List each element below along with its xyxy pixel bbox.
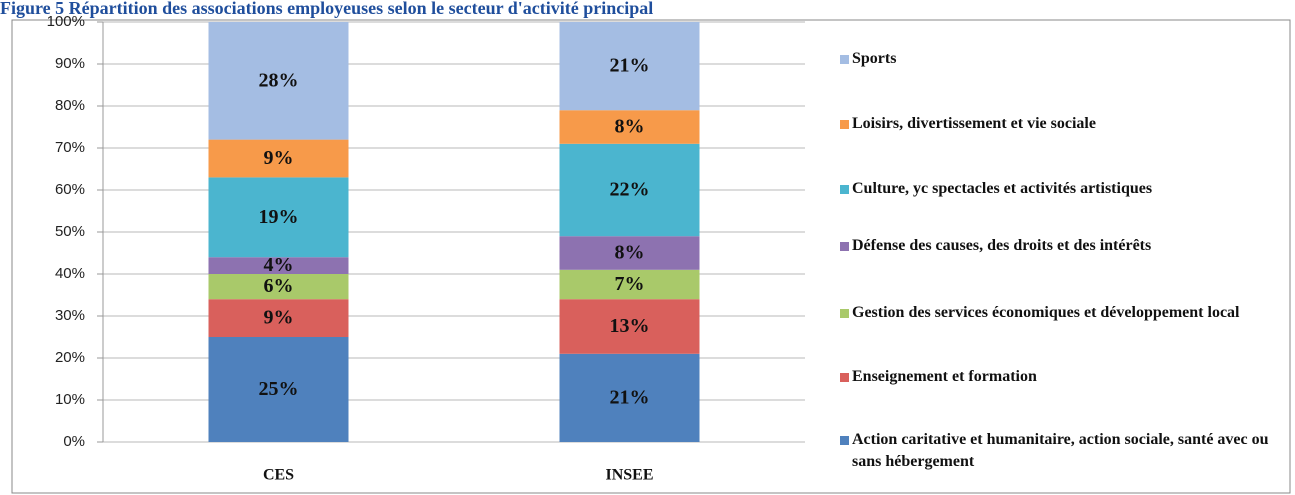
- legend-swatch: [840, 120, 849, 129]
- y-tick-label: 60%: [55, 181, 85, 198]
- data-label: 21%: [610, 55, 650, 77]
- legend-label: Sports: [852, 50, 897, 67]
- x-tick-label: INSEE: [605, 467, 653, 484]
- y-tick-label: 50%: [55, 223, 85, 240]
- data-label: 25%: [259, 378, 299, 400]
- legend-swatch: [840, 436, 849, 445]
- bar-segment: [208, 22, 349, 140]
- legend-label: Gestion des services économiques et déve…: [852, 304, 1240, 321]
- bar-segment: [208, 337, 349, 442]
- y-tick-label: 90%: [55, 55, 85, 72]
- data-label: 8%: [615, 116, 645, 138]
- data-label: 7%: [615, 273, 645, 295]
- bar-segment: [208, 257, 349, 274]
- legend-swatch: [840, 309, 849, 318]
- bar-segment: [559, 236, 700, 270]
- data-label: 19%: [259, 206, 299, 228]
- legend-swatch: [840, 373, 849, 382]
- data-label: 21%: [610, 386, 650, 408]
- y-tick-label: 20%: [55, 349, 85, 366]
- chart-frame: [11, 19, 1291, 494]
- bar-segment: [208, 274, 349, 300]
- legend-label: Culture, yc spectacles et activités arti…: [852, 180, 1153, 197]
- bar-segment: [559, 110, 700, 144]
- chart-title: Figure 5 Répartition des associations em…: [0, 0, 653, 18]
- legend-label: Action caritative et humanitaire, action…: [852, 431, 1269, 470]
- bar-segment: [559, 299, 700, 354]
- y-tick-label: 40%: [55, 265, 85, 282]
- bar-segment: [559, 143, 700, 237]
- y-tick-label: 0%: [63, 433, 85, 450]
- data-label: 28%: [259, 69, 299, 91]
- bar-segment: [208, 177, 349, 258]
- x-tick-label: CES: [263, 467, 294, 484]
- y-tick-label: 100%: [47, 13, 85, 30]
- legend-swatch: [840, 242, 849, 251]
- data-label: 9%: [264, 307, 294, 329]
- legend-label: Défense des causes, des droits et des in…: [852, 237, 1152, 254]
- y-tick-label: 80%: [55, 97, 85, 114]
- bar-segment: [559, 22, 700, 111]
- y-tick-label: 70%: [55, 139, 85, 156]
- bar-segment: [559, 269, 700, 300]
- data-label: 13%: [610, 315, 650, 337]
- bar-segment: [208, 299, 349, 337]
- y-tick-label: 30%: [55, 307, 85, 324]
- legend-swatch: [840, 55, 849, 64]
- legend-label: Enseignement et formation: [852, 368, 1037, 385]
- data-label: 6%: [264, 275, 294, 297]
- legend-swatch: [840, 185, 849, 194]
- y-tick-label: 10%: [55, 391, 85, 408]
- data-label: 8%: [615, 242, 645, 264]
- data-label: 9%: [264, 147, 294, 169]
- bar-segment: [208, 139, 349, 178]
- bar-segment: [559, 353, 700, 442]
- legend-label: Loisirs, divertissement et vie sociale: [852, 115, 1096, 132]
- data-label: 22%: [610, 179, 650, 201]
- data-label: 4%: [264, 254, 294, 276]
